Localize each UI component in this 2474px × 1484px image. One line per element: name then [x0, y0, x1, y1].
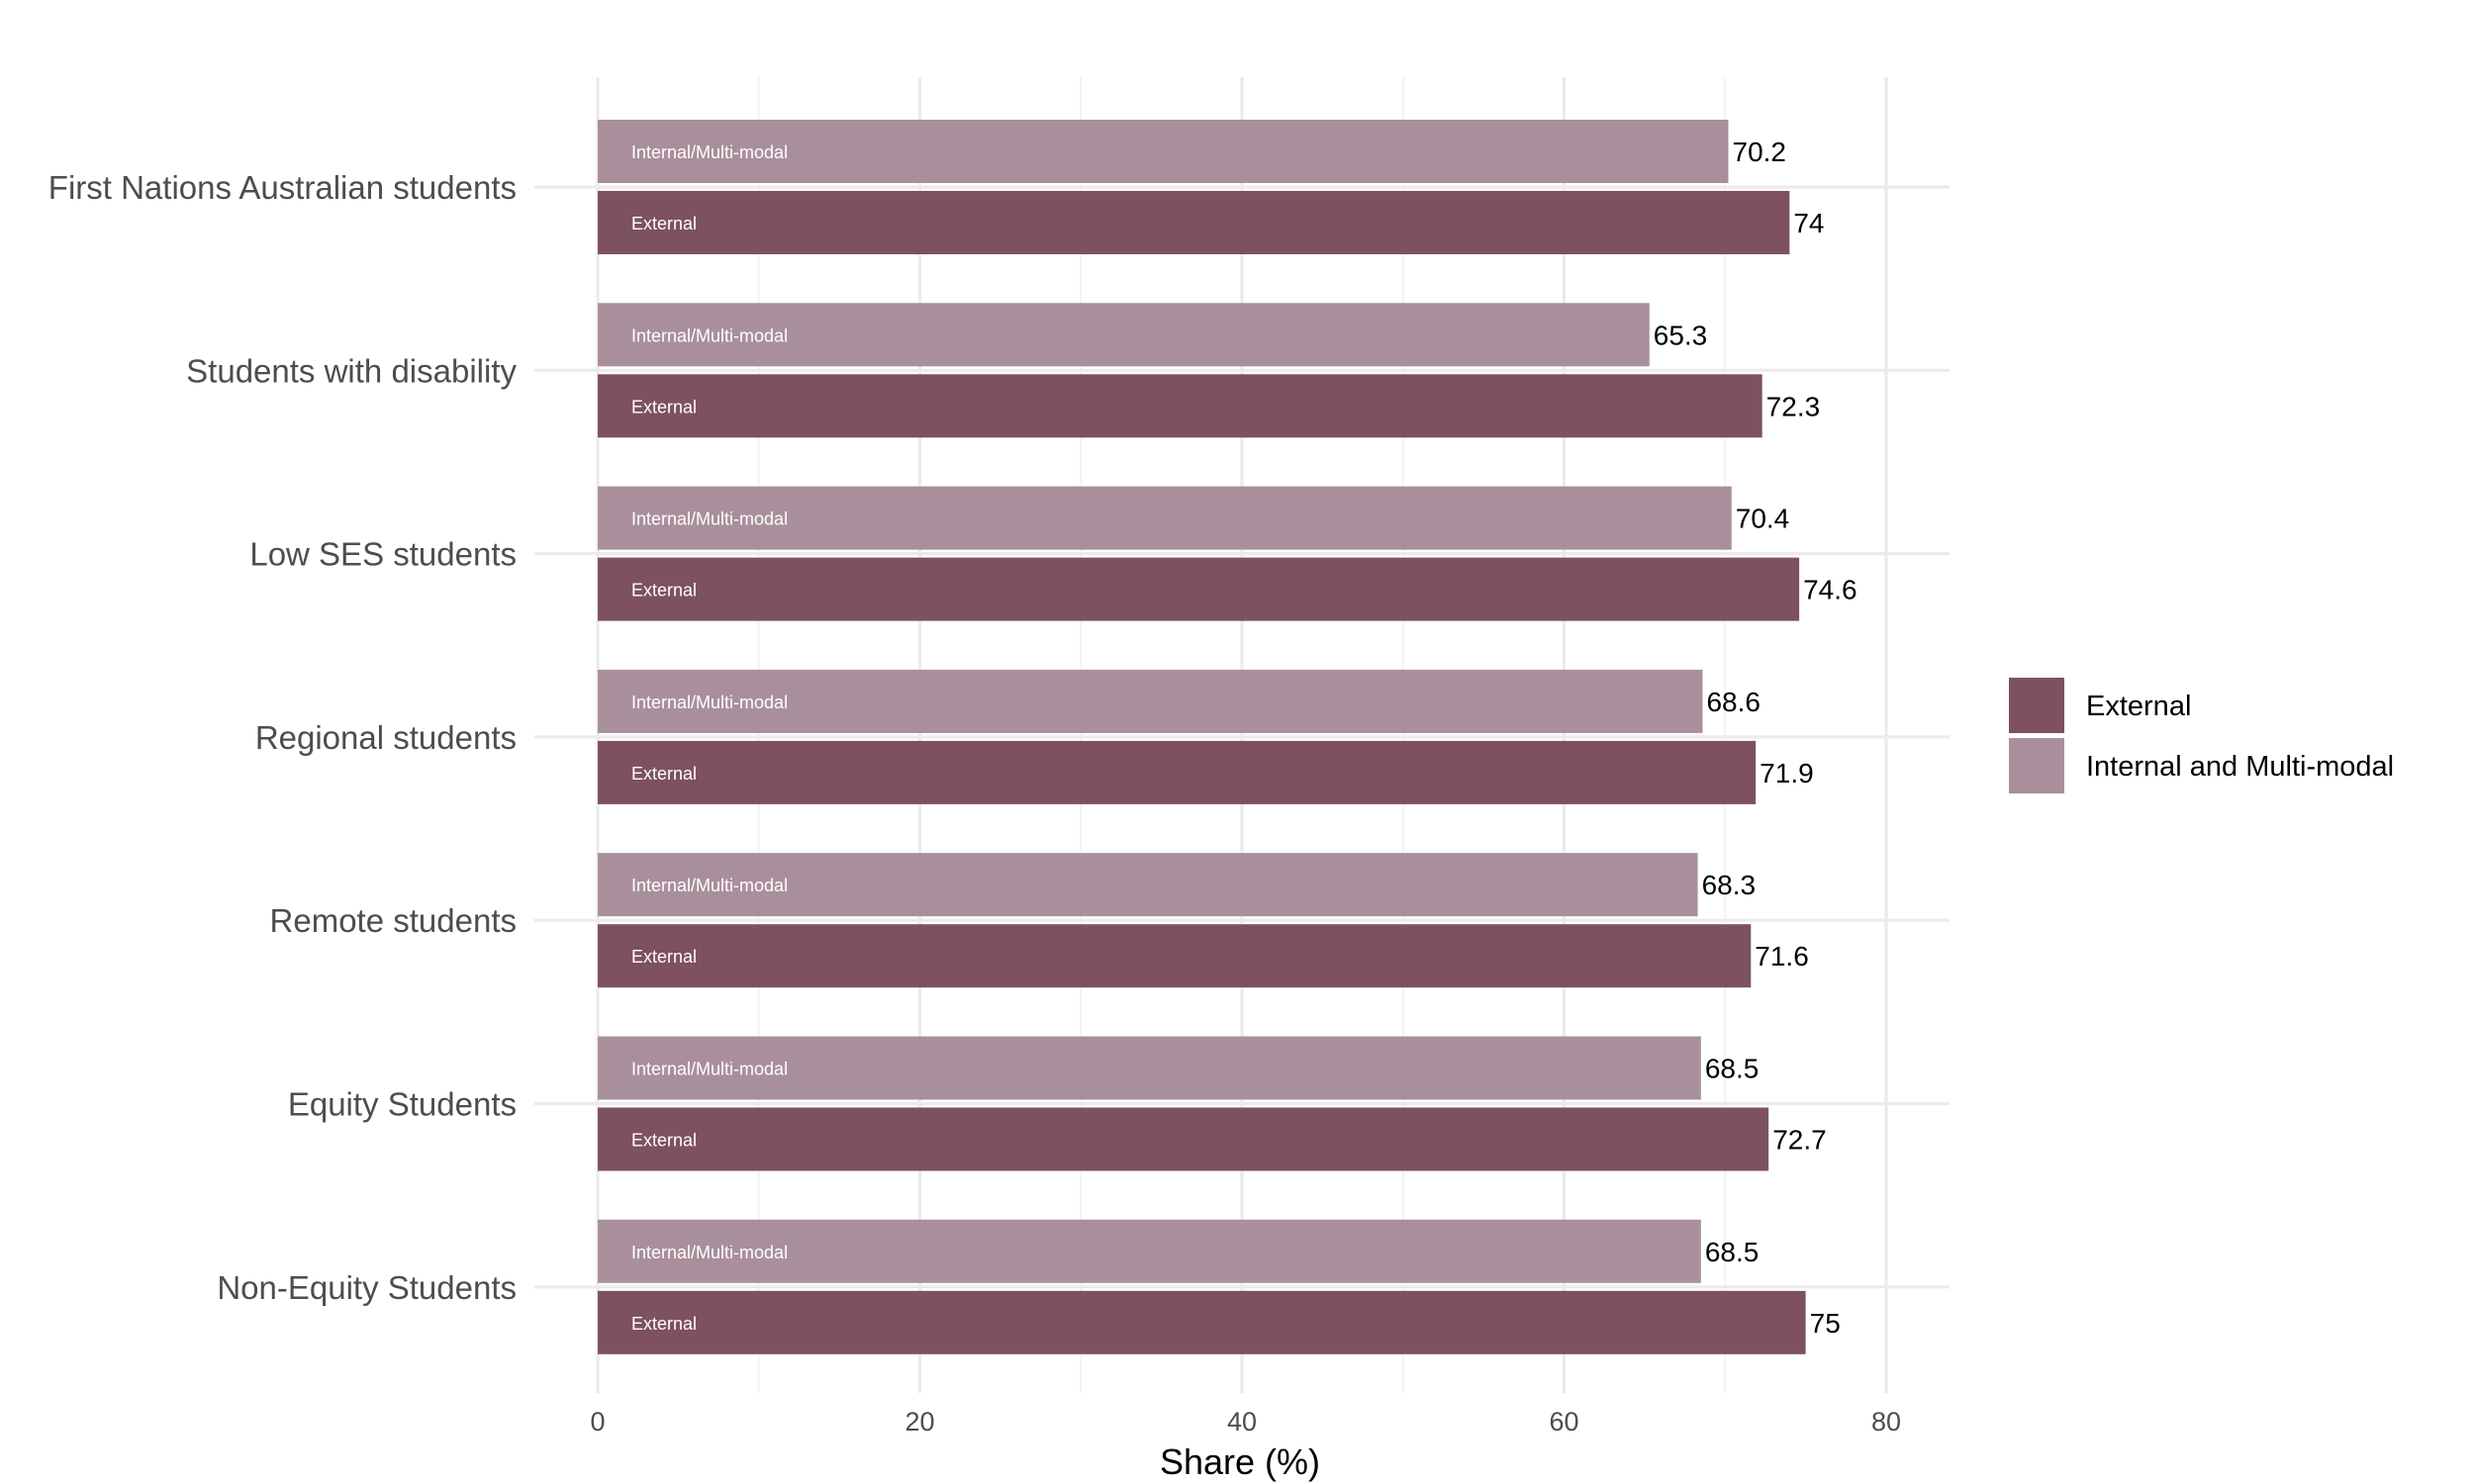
- bar-inner-label-internal: Internal/Multi-modal: [631, 693, 788, 712]
- data-label-external: 71.9: [1760, 758, 1814, 788]
- x-tick-label: 60: [1549, 1407, 1578, 1437]
- bar-internal: [598, 486, 1732, 550]
- bar-inner-label-external: External: [631, 764, 697, 784]
- bar-inner-label-internal: Internal/Multi-modal: [631, 142, 788, 162]
- bar-internal: [598, 1036, 1701, 1100]
- category-label: Students with disability: [186, 352, 517, 389]
- grid-lines: [534, 77, 1950, 1393]
- bar-external: [598, 1290, 1806, 1354]
- category-label: Equity Students: [288, 1086, 517, 1123]
- data-label-internal: 70.4: [1736, 504, 1790, 534]
- x-tick-label: 0: [590, 1407, 605, 1437]
- bar-internal: [598, 303, 1650, 367]
- data-label-internal: 68.3: [1702, 870, 1757, 900]
- legend-label: Internal and Multi-modal: [2086, 751, 2394, 783]
- bar-inner-label-external: External: [631, 214, 697, 233]
- data-label-internal: 68.5: [1705, 1054, 1760, 1084]
- bar-external: [598, 191, 1790, 254]
- bars: [598, 120, 1806, 1354]
- value-labels: Internal/Multi-modal 70.2 External 74 Intern…: [631, 137, 1857, 1339]
- bar-internal: [598, 853, 1698, 917]
- legend: External Internal and Multi-modal: [2009, 678, 2394, 793]
- data-label-external: 74.6: [1803, 575, 1857, 605]
- category-label: Regional students: [255, 719, 517, 756]
- legend-key-internal: [2009, 738, 2064, 793]
- bar-inner-label-internal: Internal/Multi-modal: [631, 1060, 788, 1079]
- bar-external: [598, 557, 1800, 621]
- bar-inner-label-external: External: [631, 1314, 697, 1334]
- bar-inner-label-internal: Internal/Multi-modal: [631, 510, 788, 529]
- bar-external: [598, 740, 1757, 804]
- bar-internal: [598, 1219, 1701, 1283]
- bar-inner-label-external: External: [631, 1131, 697, 1151]
- bar-inner-label-internal: Internal/Multi-modal: [631, 325, 788, 345]
- x-tick-label: 80: [1871, 1407, 1901, 1437]
- data-label-internal: 68.6: [1706, 687, 1760, 717]
- x-axis-ticks: 0 20 40 60 80: [590, 1407, 1901, 1437]
- data-label-external: 72.3: [1766, 391, 1821, 421]
- x-axis-title: Share (%): [1160, 1441, 1320, 1482]
- data-label-external: 75: [1810, 1308, 1841, 1339]
- bar-external: [598, 1107, 1769, 1171]
- bar-inner-label-external: External: [631, 947, 697, 967]
- data-label-internal: 65.3: [1654, 320, 1708, 350]
- bar-external: [598, 924, 1752, 988]
- category-label: Low SES students: [249, 536, 517, 573]
- bar-inner-label-internal: Internal/Multi-modal: [631, 876, 788, 895]
- bar-inner-label-external: External: [631, 397, 697, 417]
- data-label-external: 72.7: [1772, 1125, 1827, 1156]
- data-label-internal: 70.2: [1733, 137, 1787, 167]
- x-tick-label: 40: [1227, 1407, 1257, 1437]
- bar-inner-label-internal: Internal/Multi-modal: [631, 1243, 788, 1262]
- category-label: Non-Equity Students: [217, 1269, 517, 1306]
- category-label: First Nations Australian students: [48, 169, 517, 206]
- data-label-external: 71.6: [1755, 941, 1809, 972]
- bar-internal: [598, 669, 1703, 733]
- category-label: Remote students: [270, 902, 517, 939]
- data-label-internal: 68.5: [1705, 1237, 1760, 1267]
- category-labels: First Nations Australian students Student…: [48, 169, 518, 1306]
- x-tick-label: 20: [904, 1407, 934, 1437]
- bar-internal: [598, 120, 1729, 183]
- legend-label: External: [2086, 691, 2191, 722]
- data-label-external: 74: [1793, 208, 1824, 238]
- bar-external: [598, 374, 1762, 438]
- legend-key-external: [2009, 678, 2064, 733]
- bar-inner-label-external: External: [631, 581, 697, 601]
